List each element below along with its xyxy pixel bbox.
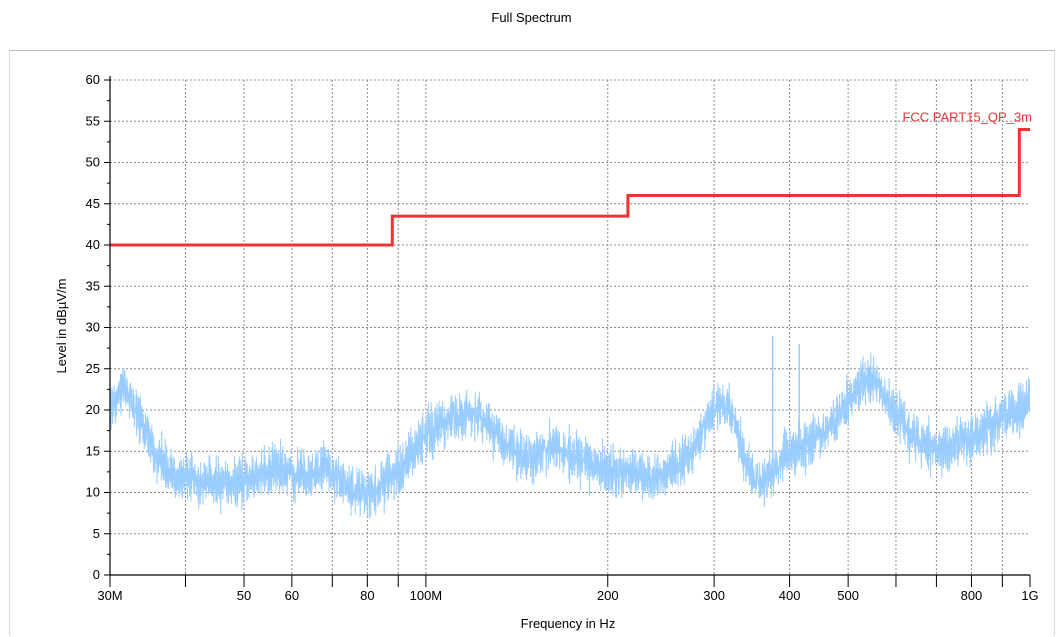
y-tick-label: 45 <box>86 196 100 211</box>
y-tick-label: 35 <box>86 278 100 293</box>
x-tick-label: 800 <box>961 588 983 603</box>
x-axis-title: Frequency in Hz <box>521 616 616 631</box>
x-tick-label: 300 <box>703 588 725 603</box>
x-tick-label: 60 <box>285 588 299 603</box>
measurement-trace <box>110 353 1030 519</box>
grid <box>110 80 1030 575</box>
x-tick-label: 500 <box>837 588 859 603</box>
x-tick-label: 80 <box>360 588 374 603</box>
y-tick-label: 15 <box>86 443 100 458</box>
y-tick-label: 25 <box>86 361 100 376</box>
y-tick-label: 30 <box>86 320 100 335</box>
x-tick-label: 400 <box>779 588 801 603</box>
x-tick-label: 100M <box>410 588 443 603</box>
x-tick-label: 1G <box>1021 588 1038 603</box>
x-tick-label: 50 <box>237 588 251 603</box>
y-tick-label: 50 <box>86 155 100 170</box>
y-tick-label: 20 <box>86 402 100 417</box>
limit-line <box>110 130 1030 246</box>
y-tick-label: 60 <box>86 72 100 87</box>
x-tick-label: 30M <box>97 588 122 603</box>
limit-line-label: FCC PART15_QP_3m <box>902 110 1032 125</box>
y-axis-title: Level in dBµV/m <box>54 279 69 374</box>
series: FCC PART15_QP_3m <box>110 110 1032 519</box>
y-tick-label: 10 <box>86 485 100 500</box>
y-tick-label: 40 <box>86 237 100 252</box>
y-tick-label: 5 <box>93 526 100 541</box>
y-tick-label: 55 <box>86 113 100 128</box>
x-tick-label: 200 <box>597 588 619 603</box>
y-tick-label: 0 <box>93 567 100 582</box>
